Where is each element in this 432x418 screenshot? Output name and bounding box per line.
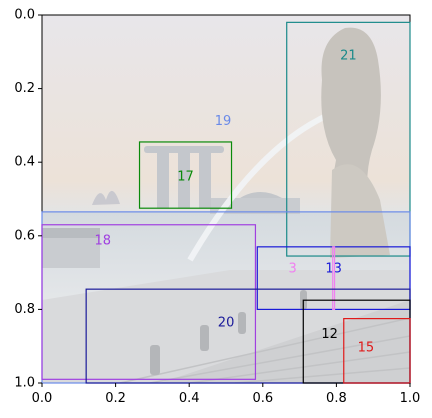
x-tick-label: 1.0 <box>400 391 421 406</box>
bounding-box-3 <box>332 246 336 310</box>
box-label-19: 19 <box>215 114 232 129</box>
bounding-boxes: 21 19 17 18 13 3 20 12 15 <box>41 21 411 384</box>
y-tick-label: 0.2 <box>14 81 35 96</box>
box-label-15: 15 <box>358 340 375 355</box>
bounding-box-17 <box>138 141 233 209</box>
box-label-3: 3 <box>288 262 296 277</box>
y-axis: 0.0 0.2 0.4 0.6 0.8 1.0 <box>14 8 42 391</box>
box-label-13: 13 <box>325 262 342 277</box>
bounding-box-18 <box>41 224 257 380</box>
y-tick-label: 0.8 <box>14 302 35 317</box>
box-label-17: 17 <box>177 170 194 185</box>
x-tick-label: 0.6 <box>252 391 273 406</box>
x-tick-label: 0.4 <box>179 391 200 406</box>
y-tick-label: 0.4 <box>14 155 35 170</box>
box-label-18: 18 <box>94 234 111 249</box>
x-tick-label: 0.2 <box>105 391 126 406</box>
x-tick-label: 0.8 <box>326 391 347 406</box>
x-axis: 0.0 0.2 0.4 0.6 0.8 1.0 <box>32 383 421 406</box>
box-label-21: 21 <box>340 49 357 64</box>
bounding-box-15 <box>343 318 411 384</box>
y-tick-label: 0.0 <box>14 8 35 23</box>
y-tick-label: 1.0 <box>14 376 35 391</box>
background-photo <box>42 15 410 383</box>
x-tick-label: 0.0 <box>32 391 53 406</box>
box-label-12: 12 <box>321 327 338 342</box>
bounding-box-21 <box>286 21 411 257</box>
box-label-20: 20 <box>218 316 235 331</box>
y-tick-label: 0.6 <box>14 228 35 243</box>
